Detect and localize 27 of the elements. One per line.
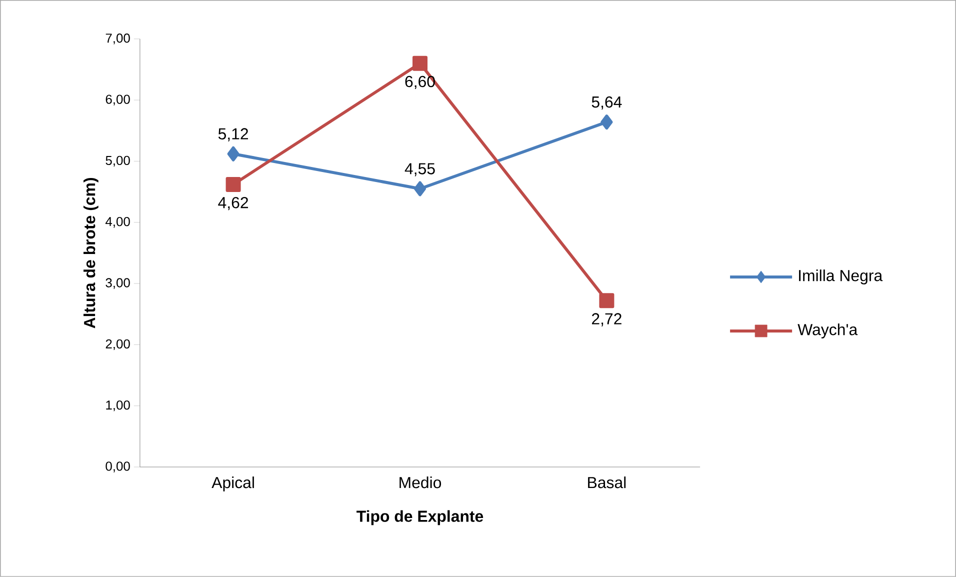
point — [412, 56, 428, 71]
y-axis-title: Altura de brote (cm) — [84, 178, 98, 328]
y-tick-label: 4,00 — [106, 217, 130, 228]
data-label: 5,12 — [218, 128, 248, 142]
x-tick-label: Basal — [588, 476, 626, 488]
data-label: 2,72 — [592, 313, 622, 326]
data-label: 5,64 — [592, 96, 622, 110]
point — [414, 181, 426, 196]
y-tick-label: 0,00 — [106, 462, 130, 472]
y-tick-label: 3,00 — [106, 278, 130, 289]
data-label: 4,62 — [218, 197, 248, 210]
point — [599, 293, 614, 308]
y-tick-label: 6,00 — [106, 94, 130, 106]
y-tick-label: 2,00 — [106, 339, 130, 350]
legend-label: Waych'a — [798, 324, 858, 338]
point — [227, 146, 240, 162]
y-tick-label: 5,00 — [106, 156, 130, 167]
point — [226, 176, 241, 192]
x-tick-label: Apical — [212, 476, 254, 492]
y-tick-label: 1,00 — [106, 400, 130, 412]
data-label: 4,55 — [404, 163, 435, 176]
legend-label: Imilla Negra — [799, 270, 883, 284]
x-axis-title: Tipo de Explante — [356, 510, 484, 526]
point — [600, 114, 613, 130]
x-tick-label: Medio — [400, 476, 442, 488]
y-tick-label: 7,00 — [106, 34, 130, 44]
data-label: 6,60 — [405, 76, 435, 90]
